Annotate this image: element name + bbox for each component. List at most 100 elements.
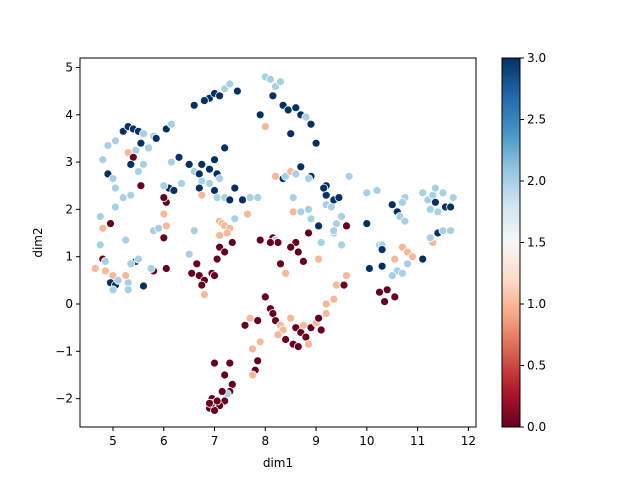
scatter-point	[161, 221, 171, 231]
scatter-point	[197, 159, 207, 169]
scatter-point	[187, 268, 197, 278]
scatter-point	[387, 271, 397, 281]
scatter-point	[159, 193, 169, 203]
y-axis: −2 −1 0 1 2 3 4 5	[55, 60, 80, 406]
scatter-point	[321, 309, 331, 318]
scatter-point	[260, 292, 270, 302]
scatter-point	[364, 264, 374, 273]
scatter-point	[106, 219, 115, 229]
scatter-point	[133, 167, 143, 176]
scatter-point	[154, 223, 164, 233]
scatter-point	[286, 242, 296, 252]
x-axis-label: dim1	[263, 456, 293, 470]
x-tick-label: 8	[261, 434, 269, 448]
scatter-point	[139, 281, 148, 291]
scatter-point	[210, 358, 219, 368]
scatter-point	[271, 171, 280, 181]
scatter-point	[189, 226, 199, 236]
scatter-point	[286, 313, 296, 323]
scatter-point	[387, 200, 397, 210]
scatter-point	[390, 292, 400, 302]
scatter-point	[108, 285, 118, 295]
scatter-point	[319, 183, 329, 193]
scatter-point	[293, 247, 303, 257]
scatter-point	[111, 183, 120, 193]
scatter-point	[265, 238, 275, 247]
scatter-point	[403, 259, 412, 269]
scatter-point	[220, 143, 230, 153]
scatter-point	[95, 240, 105, 250]
scatter-point	[253, 356, 263, 366]
y-axis-label: dim2	[31, 227, 45, 257]
scatter-point	[151, 133, 161, 143]
colorbar-tick-label: 1.0	[527, 297, 546, 311]
scatter-point	[121, 271, 131, 281]
scatter-point	[390, 254, 400, 264]
scatter-point	[446, 226, 456, 236]
scatter-point	[377, 261, 387, 271]
scatter-point	[281, 335, 291, 344]
scatter-point	[255, 235, 265, 245]
scatter-point	[139, 159, 148, 169]
scatter-point	[288, 193, 298, 203]
scatter-point	[283, 105, 293, 115]
scatter-point	[159, 209, 169, 219]
scatter-point	[329, 226, 339, 236]
scatter-point	[210, 155, 219, 165]
scatter-point	[205, 164, 214, 174]
scatter-point	[253, 193, 263, 203]
scatter-point	[232, 86, 242, 96]
scatter-point	[225, 358, 235, 368]
scatter-point	[111, 202, 120, 212]
scatter-point	[199, 290, 209, 299]
x-tick-label: 7	[211, 434, 219, 448]
scatter-point	[215, 174, 225, 184]
y-tick-label: 5	[65, 60, 73, 74]
scatter-point	[240, 320, 250, 330]
scatter-point	[342, 271, 351, 281]
scatter-point	[265, 74, 275, 84]
scatter-point	[311, 138, 321, 148]
scatter-point	[276, 259, 285, 269]
scatter-point	[298, 320, 308, 330]
scatter-point	[98, 223, 108, 233]
colorbar-ticks: 0.0 0.5 1.0 1.5 2.0 2.5 3.0	[520, 51, 546, 434]
scatter-point	[136, 138, 146, 148]
colorbar-tick-label: 2.5	[527, 113, 546, 127]
scatter-point	[133, 254, 143, 264]
scatter-point	[123, 285, 133, 295]
scatter-point	[227, 238, 237, 247]
x-tick-label: 9	[312, 434, 320, 448]
scatter-point	[174, 152, 184, 162]
scatter-point	[430, 197, 440, 207]
scatter-point	[212, 254, 222, 264]
scatter-point	[113, 275, 123, 285]
scatter-point	[375, 287, 384, 297]
scatter-point	[184, 249, 194, 259]
scatter-point	[433, 207, 443, 217]
scatter-point	[212, 193, 222, 203]
scatter-point	[291, 103, 301, 113]
y-tick-label: 0	[65, 297, 73, 311]
colorbar-tick-label: 2.0	[527, 174, 546, 188]
x-tick-label: 12	[461, 434, 476, 448]
scatter-point	[189, 100, 199, 110]
scatter-point	[362, 188, 372, 198]
scatter-point	[245, 313, 255, 323]
scatter-point	[321, 299, 331, 309]
y-tick-label: 2	[65, 202, 73, 216]
scatter-point	[205, 398, 214, 408]
points-layer	[90, 72, 458, 415]
scatter-point	[288, 207, 298, 217]
scatter-point	[248, 370, 258, 380]
colorbar-tick-label: 3.0	[527, 51, 546, 65]
colorbar-tick-label: 0.5	[527, 359, 546, 373]
y-tick-label: 1	[65, 250, 73, 264]
scatter-point	[215, 91, 225, 101]
colorbar: 0.0 0.5 1.0 1.5 2.0 2.5 3.0	[501, 51, 546, 434]
scatter-point	[126, 259, 136, 269]
scatter-point	[177, 178, 186, 188]
colorbar-tick-label: 0.0	[527, 420, 546, 434]
scatter-point	[397, 197, 407, 207]
scatter-point	[286, 129, 296, 139]
